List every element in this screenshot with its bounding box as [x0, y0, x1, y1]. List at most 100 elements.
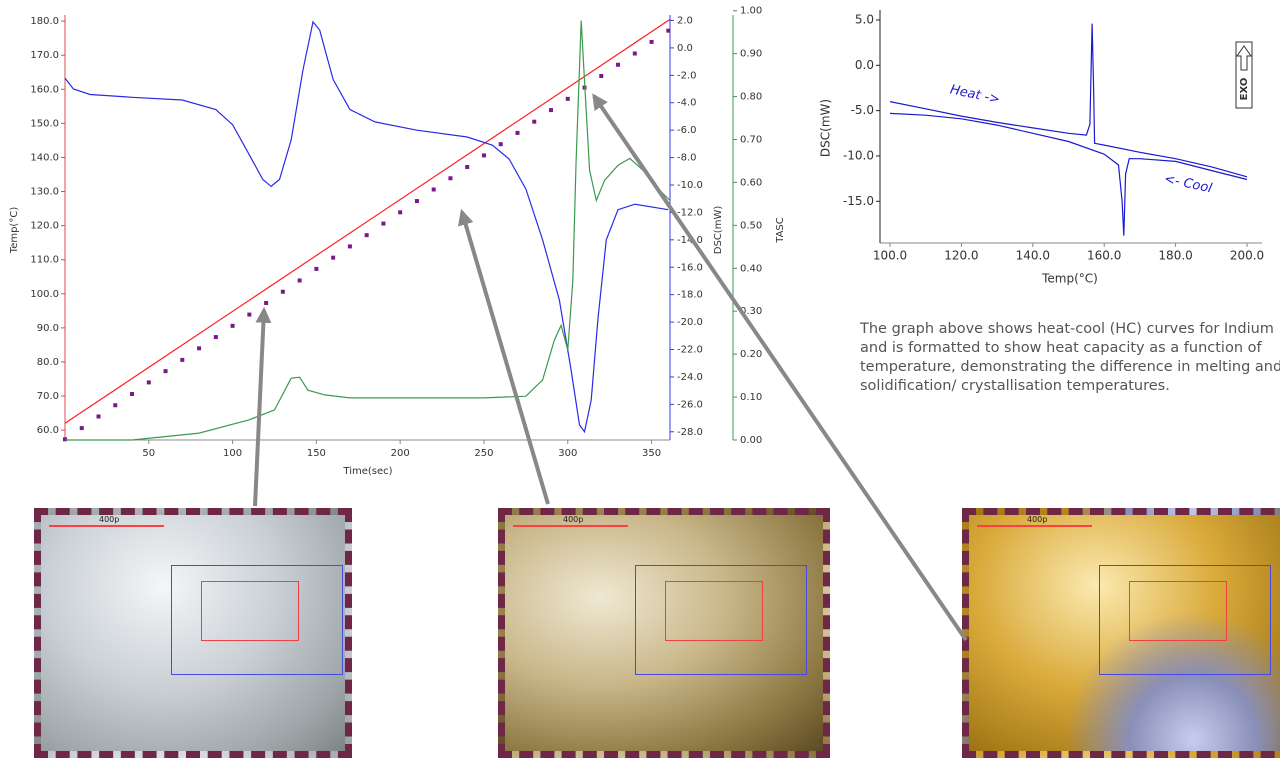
data-point: [414, 199, 419, 204]
data-point: [398, 210, 403, 215]
y3-tick-label: 0.50: [740, 220, 762, 231]
y3-tick-label: 0.30: [740, 306, 762, 317]
series-line: [65, 20, 671, 441]
exo-box: [1235, 41, 1253, 109]
y-tick-label: 0.0: [855, 58, 874, 72]
y-tick-label: 90.0: [37, 323, 59, 334]
y2-tick-label: -4.0: [677, 98, 697, 109]
y-axis-label: Temp(°C): [9, 207, 20, 255]
data-point: [364, 233, 369, 238]
y2-tick-label: -12.0: [677, 207, 703, 218]
data-point: [264, 300, 269, 305]
x-tick-label: 120.0: [944, 249, 978, 263]
micrograph: 400p: [498, 508, 830, 758]
y-tick-label: 60.0: [37, 425, 59, 436]
y3-tick-label: 0.70: [740, 134, 762, 145]
data-point: [314, 266, 319, 271]
roi-box: [1129, 581, 1227, 641]
data-point: [649, 39, 654, 44]
data-point: [79, 426, 84, 431]
series-line: [64, 18, 671, 424]
roi-box: [171, 565, 343, 675]
y-tick-label: 120.0: [30, 221, 59, 232]
x-tick-label: 100.0: [873, 249, 907, 263]
micrograph: 400p: [962, 508, 1280, 758]
y2-tick-label: -24.0: [677, 372, 703, 383]
y-tick-label: 70.0: [37, 391, 59, 402]
scale-label: 400p: [99, 515, 120, 524]
y3-tick-label: 0.90: [740, 49, 762, 60]
x-tick-label: 250: [474, 448, 493, 459]
y2-tick-label: 0.0: [677, 43, 693, 54]
y2-tick-label: -28.0: [677, 427, 703, 438]
data-point: [481, 153, 486, 158]
x-tick-label: 150: [307, 448, 326, 459]
y-tick-label: 5.0: [855, 12, 874, 26]
data-point: [381, 221, 386, 226]
data-point: [666, 28, 671, 33]
data-point: [130, 391, 135, 396]
x-axis-label: Temp(°C): [1041, 272, 1098, 286]
y-tick-label: -15.0: [843, 194, 874, 208]
data-point: [532, 119, 537, 124]
x-tick-label: 180.0: [1158, 249, 1192, 263]
y2-tick-label: -20.0: [677, 317, 703, 328]
x-tick-label: 100: [223, 448, 242, 459]
y3-tick-label: 0.00: [740, 435, 762, 446]
data-point: [180, 357, 185, 362]
data-point: [230, 323, 235, 328]
data-point: [163, 369, 168, 374]
arrow: [253, 306, 272, 507]
y2-tick-label: -26.0: [677, 399, 703, 410]
series-line: [889, 112, 1248, 236]
y-tick-label: 80.0: [37, 357, 59, 368]
data-point: [280, 289, 285, 294]
y-axis-label: DSC(mW): [819, 99, 833, 157]
roi-box: [1099, 565, 1271, 675]
data-point: [515, 130, 520, 135]
y-tick-label: -10.0: [843, 148, 874, 162]
scale-bar: [513, 525, 628, 527]
roi-box: [665, 581, 763, 641]
data-point: [565, 96, 570, 101]
y2-tick-label: -8.0: [677, 153, 697, 164]
scale-bar: [49, 525, 164, 527]
data-point: [146, 380, 151, 385]
y2-tick-label: -18.0: [677, 290, 703, 301]
x-tick-label: 160.0: [1087, 249, 1121, 263]
y3-tick-label: 1.00: [740, 6, 762, 17]
data-point: [549, 108, 554, 113]
y2-tick-label: -14.0: [677, 235, 703, 246]
y3-tick-label: 0.60: [740, 177, 762, 188]
annotation: <- Cool: [1163, 172, 1214, 197]
annotation: EXO: [1239, 78, 1250, 101]
data-point: [113, 403, 118, 408]
x-tick-label: 350: [642, 448, 661, 459]
y2-tick-label: -6.0: [677, 125, 697, 136]
series-line: [64, 20, 669, 434]
arrow: [457, 208, 550, 505]
scale-bar: [977, 525, 1092, 527]
y3-tick-label: 0.80: [740, 92, 762, 103]
y3-tick-label: 0.20: [740, 349, 762, 360]
data-point: [213, 335, 218, 340]
x-tick-label: 200: [391, 448, 410, 459]
roi-box: [201, 581, 299, 641]
data-point: [297, 278, 302, 283]
data-point: [448, 176, 453, 181]
y3-axis-label: TASC: [775, 217, 786, 244]
x-tick-label: 50: [142, 448, 155, 459]
y3-tick-label: 0.40: [740, 263, 762, 274]
data-point: [465, 165, 470, 170]
y-tick-label: -5.0: [851, 103, 874, 117]
y2-tick-label: -2.0: [677, 70, 697, 81]
data-point: [498, 142, 503, 147]
y-tick-label: 160.0: [30, 84, 59, 95]
x-tick-label: 200.0: [1230, 249, 1264, 263]
data-point: [331, 255, 336, 260]
y2-tick-label: -16.0: [677, 262, 703, 273]
x-tick-label: 140.0: [1016, 249, 1050, 263]
y2-axis-label: DSC(mW): [713, 206, 724, 255]
data-point: [582, 85, 587, 90]
